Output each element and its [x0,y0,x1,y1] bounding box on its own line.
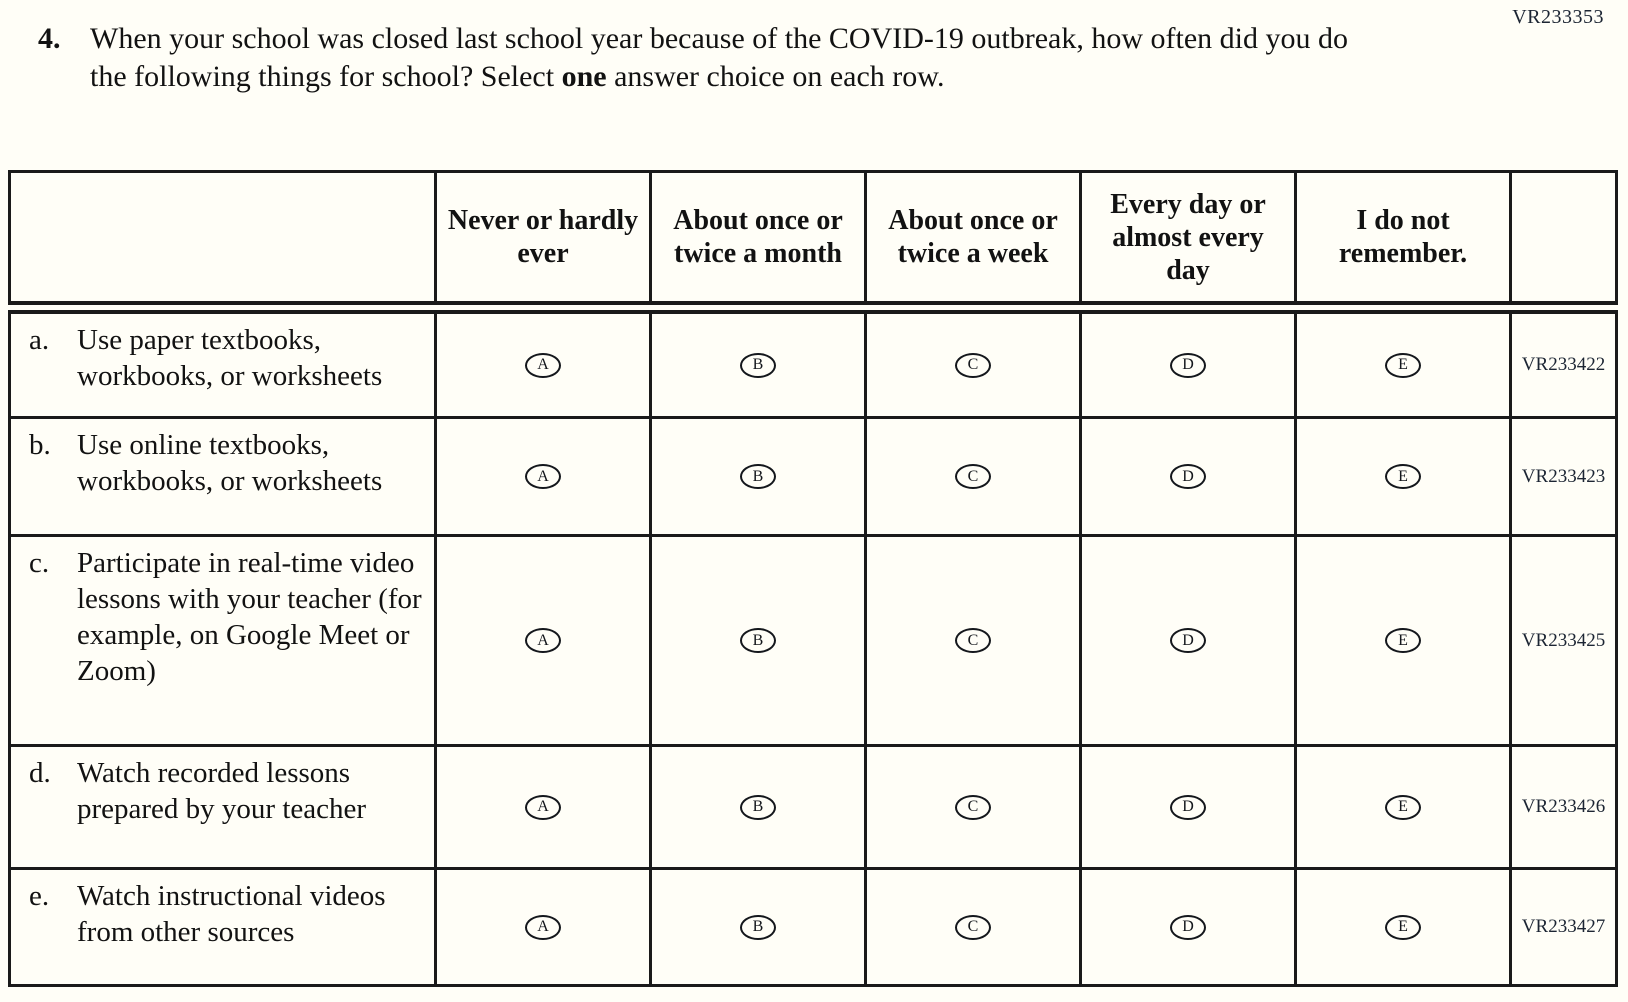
table-row-d: d. Watch recorded lessons prepared by yo… [8,744,1618,870]
row-e-option-bubble-C[interactable]: C [955,914,991,940]
row-a-option-e-cell[interactable]: E [1294,306,1512,419]
row-a-label-cell: a. Use paper textbooks, workbooks, or wo… [8,306,437,419]
row-d-item-code: VR233426 [1509,744,1618,870]
row-d-option-bubble-E[interactable]: E [1385,794,1421,820]
row-d-option-bubble-B[interactable]: B [740,794,776,820]
row-c-option-bubble-E[interactable]: E [1385,628,1421,653]
row-e-option-e-cell[interactable]: E [1294,867,1512,987]
row-a-option-a-cell[interactable]: A [434,306,652,419]
question-text-start: When your school was closed last school … [90,22,1349,93]
row-b-label-cell: b. Use online textbooks, workbooks, or w… [8,416,437,537]
question-number: 4. [38,22,61,55]
row-c-option-bubble-B[interactable]: B [740,628,776,653]
row-d-label: Watch recorded lessons prepared by your … [77,757,367,825]
row-d-option-bubble-C[interactable]: C [955,794,991,820]
row-c-option-bubble-D[interactable]: D [1170,628,1206,653]
row-a-option-b-cell[interactable]: B [649,306,867,419]
row-e-label-cell: e. Watch instructional videos from other… [8,867,437,987]
row-a-option-bubble-C[interactable]: C [955,352,991,378]
row-a-option-bubble-E[interactable]: E [1385,352,1421,378]
row-e-option-bubble-D[interactable]: D [1170,914,1206,940]
row-c-option-a-cell[interactable]: A [434,534,652,747]
row-c-option-bubble-C[interactable]: C [955,628,991,653]
row-c-letter: c. [29,547,50,579]
row-a-option-bubble-B[interactable]: B [740,352,776,378]
row-b-option-e-cell[interactable]: E [1294,416,1512,537]
row-d-option-d-cell[interactable]: D [1079,744,1297,870]
row-b-option-bubble-E[interactable]: E [1385,464,1421,489]
header-empty-label-cell [8,170,437,314]
row-a-label: Use paper textbooks, workbooks, or works… [77,324,383,392]
row-a-option-bubble-D[interactable]: D [1170,352,1206,378]
row-c-option-e-cell[interactable]: E [1294,534,1512,747]
table-row-a: a. Use paper textbooks, workbooks, or wo… [8,306,1618,419]
row-b-option-a-cell[interactable]: A [434,416,652,537]
survey-matrix-table: Never or hardly ever About once or twice… [8,170,1618,987]
row-a-item-code: VR233422 [1509,306,1618,419]
table-row-c: c. Participate in real-time video lesson… [8,534,1618,747]
row-c-option-bubble-A[interactable]: A [525,628,561,653]
row-d-option-e-cell[interactable]: E [1294,744,1512,870]
row-c-item-code: VR233425 [1509,534,1618,747]
row-d-label-cell: d. Watch recorded lessons prepared by yo… [8,744,437,870]
row-e-option-c-cell[interactable]: C [864,867,1082,987]
page-form-code: VR233353 [1512,6,1604,28]
table-header-row: Never or hardly ever About once or twice… [8,170,1618,314]
row-e-item-code: VR233427 [1509,867,1618,987]
row-c-label-cell: c. Participate in real-time video lesson… [8,534,437,747]
header-once-twice-month: About once or twice a month [649,170,867,314]
row-b-option-bubble-D[interactable]: D [1170,464,1206,489]
row-b-item-code: VR233423 [1509,416,1618,537]
header-never: Never or hardly ever [434,170,652,314]
row-d-option-b-cell[interactable]: B [649,744,867,870]
question-block: 4. When your school was closed last scho… [38,20,1378,96]
row-a-letter: a. [29,324,50,356]
row-b-option-bubble-A[interactable]: A [525,464,561,489]
row-e-letter: e. [29,880,50,912]
row-d-option-bubble-D[interactable]: D [1170,794,1206,820]
header-every-day: Every day or almost every day [1079,170,1297,314]
row-a-option-bubble-A[interactable]: A [525,352,561,378]
row-e-label: Watch instructional videos from other so… [77,880,386,948]
row-d-option-a-cell[interactable]: A [434,744,652,870]
row-d-option-c-cell[interactable]: C [864,744,1082,870]
row-b-option-bubble-B[interactable]: B [740,464,776,489]
row-d-option-bubble-A[interactable]: A [525,794,561,820]
row-e-option-bubble-E[interactable]: E [1385,914,1421,940]
row-e-option-bubble-A[interactable]: A [525,914,561,940]
header-do-not-remember: I do not remember. [1294,170,1512,314]
row-b-option-b-cell[interactable]: B [649,416,867,537]
row-c-option-c-cell[interactable]: C [864,534,1082,747]
question-text-end: answer choice on each row. [606,60,945,93]
row-b-option-d-cell[interactable]: D [1079,416,1297,537]
header-once-twice-week: About once or twice a week [864,170,1082,314]
row-d-letter: d. [29,757,51,789]
row-b-letter: b. [29,429,51,461]
table-row-e: e. Watch instructional videos from other… [8,867,1618,987]
row-b-label: Use online textbooks, workbooks, or work… [77,429,383,497]
row-e-option-a-cell[interactable]: A [434,867,652,987]
row-e-option-b-cell[interactable]: B [649,867,867,987]
row-a-option-c-cell[interactable]: C [864,306,1082,419]
row-b-option-bubble-C[interactable]: C [955,464,991,489]
question-text: When your school was closed last school … [90,20,1360,96]
row-e-option-d-cell[interactable]: D [1079,867,1297,987]
row-c-label: Participate in real-time video lessons w… [77,547,422,687]
row-c-option-d-cell[interactable]: D [1079,534,1297,747]
row-e-option-bubble-B[interactable]: B [740,914,776,940]
row-b-option-c-cell[interactable]: C [864,416,1082,537]
header-empty-code-cell [1509,170,1618,314]
table-row-b: b. Use online textbooks, workbooks, or w… [8,416,1618,537]
row-c-option-b-cell[interactable]: B [649,534,867,747]
question-bold-word: one [561,60,607,93]
row-a-option-d-cell[interactable]: D [1079,306,1297,419]
